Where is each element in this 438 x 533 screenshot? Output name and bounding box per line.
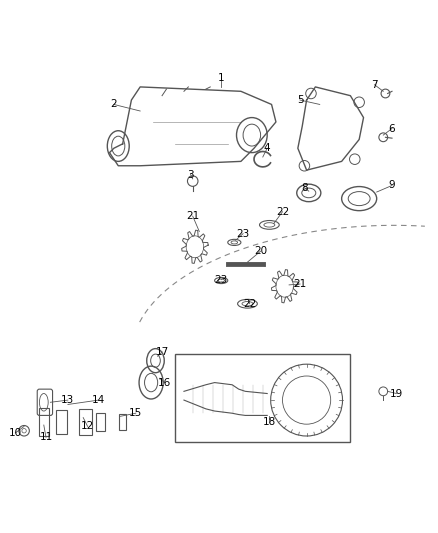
Text: 16: 16	[158, 377, 171, 387]
Text: 21: 21	[293, 279, 307, 289]
Text: 9: 9	[389, 181, 396, 190]
Bar	[96, 413, 105, 431]
Text: 19: 19	[390, 389, 403, 399]
Text: 13: 13	[61, 395, 74, 405]
Text: 21: 21	[186, 211, 199, 221]
Text: 4: 4	[264, 143, 271, 154]
Text: 12: 12	[81, 422, 94, 431]
Text: 14: 14	[92, 395, 105, 405]
Text: 6: 6	[389, 124, 396, 134]
Text: 22: 22	[276, 207, 289, 217]
Bar	[175, 354, 350, 442]
Text: 18: 18	[263, 417, 276, 427]
Text: 1: 1	[218, 73, 225, 83]
Text: 8: 8	[301, 183, 308, 192]
Text: 17: 17	[155, 347, 169, 357]
Text: 3: 3	[187, 169, 194, 180]
Bar	[79, 409, 92, 435]
Bar	[39, 408, 49, 436]
Text: 23: 23	[237, 229, 250, 239]
Text: 10: 10	[9, 428, 22, 438]
Text: 7: 7	[371, 80, 378, 90]
Text: 15: 15	[129, 408, 142, 418]
Text: 11: 11	[39, 432, 53, 442]
Bar	[56, 410, 67, 434]
Text: 5: 5	[297, 95, 304, 105]
Text: 20: 20	[254, 246, 267, 256]
Text: 22: 22	[243, 298, 256, 309]
Text: 2: 2	[110, 100, 117, 109]
Text: 23: 23	[215, 274, 228, 285]
Bar	[119, 414, 126, 430]
